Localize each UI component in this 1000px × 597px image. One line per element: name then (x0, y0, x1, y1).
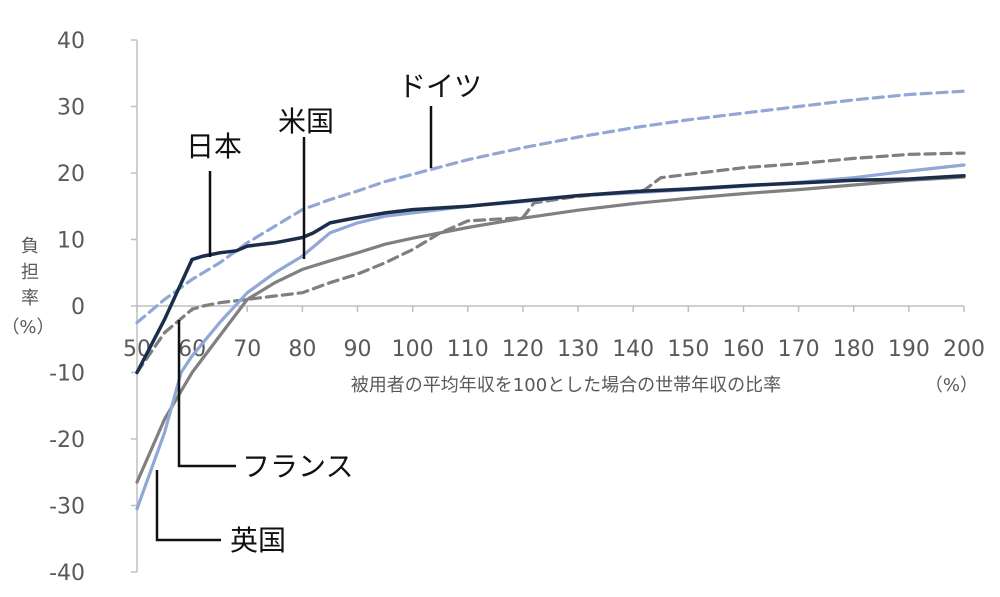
callout-label-uk: 英国 (230, 524, 286, 557)
x-tick-label: 170 (778, 337, 820, 362)
y-tick-label: -20 (49, 428, 85, 453)
callout-label-usa: 米国 (278, 105, 334, 138)
x-axis-unit: （%） (925, 375, 978, 396)
series-line-japan (135, 173, 966, 375)
callout-label-japan: 日本 (186, 130, 242, 163)
series-line-germany (135, 89, 966, 325)
x-tick-label: 110 (447, 337, 489, 362)
x-axis-title: 被用者の平均年収を100とした場合の世帯年収の比率 (351, 375, 781, 396)
y-tick-label: 40 (57, 29, 85, 54)
y-axis-title-char-2: 担 (21, 262, 39, 283)
x-tick-label: 140 (612, 337, 654, 362)
x-tick-label: 200 (943, 337, 985, 362)
axes-layer (136, 40, 964, 572)
y-axis-title-char-1: 負 (21, 236, 39, 257)
series-layer (135, 89, 966, 511)
series-line-uk (135, 175, 966, 484)
series-line-france (135, 151, 966, 375)
y-axis-title-unit: （%） (1, 317, 54, 338)
x-tick-label: 160 (722, 337, 764, 362)
x-tick-label: 100 (392, 337, 434, 362)
x-tick-label: 90 (344, 337, 372, 362)
y-tick-label: -30 (49, 495, 85, 520)
y-tick-label: 10 (57, 229, 85, 254)
x-tick-label: 120 (502, 337, 544, 362)
callout-label-germany: ドイツ (398, 70, 482, 103)
y-tick-label: 0 (71, 295, 85, 320)
callout-layer: 日本 米国 ドイツ フランス 英国 (155, 70, 482, 557)
y-axis-title-char-3: 率 (21, 288, 39, 309)
callout-label-france: フランス (242, 450, 353, 483)
y-tick-label: -10 (49, 362, 85, 387)
x-tick-label: 130 (557, 337, 599, 362)
y-tick-label: 30 (57, 96, 85, 121)
x-tick-label: 70 (233, 337, 261, 362)
callout-leader-france (177, 320, 236, 468)
y-tick-label: 20 (57, 162, 85, 187)
x-tick-label: 80 (288, 337, 316, 362)
labels-layer: 被用者の平均年収を100とした場合の世帯年収の比率 （%） 負 担 率 （%） (1, 236, 978, 396)
x-tick-label: 180 (833, 337, 875, 362)
y-tick-label: -40 (49, 561, 85, 586)
x-tick-label: 190 (888, 337, 930, 362)
callout-leader-uk (155, 470, 221, 542)
x-tick-label: 150 (667, 337, 709, 362)
